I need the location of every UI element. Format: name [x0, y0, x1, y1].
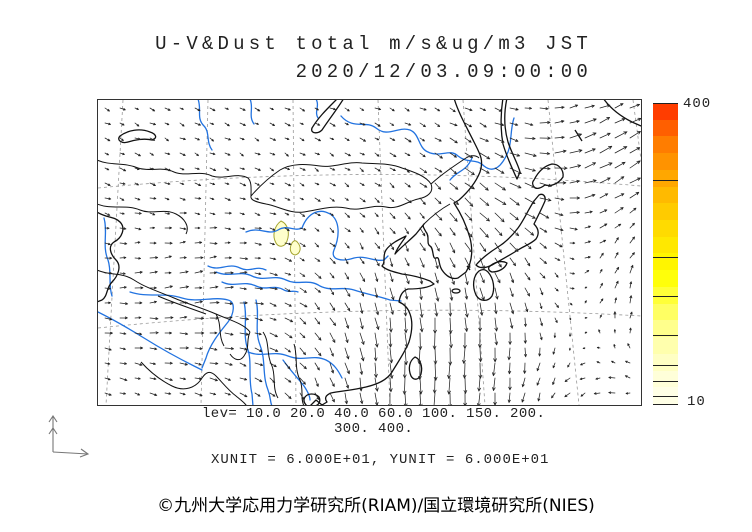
colorbar-band: [653, 169, 678, 187]
colorbar-tick: [653, 180, 678, 182]
colorbar-tick: [653, 257, 678, 259]
colorbar-tick: [653, 380, 678, 382]
colorbar-band: [653, 303, 678, 321]
colorbar-tick: [653, 365, 678, 367]
title-timestamp-line: 2020/12/03.09:00:00: [295, 61, 592, 83]
contour-levels-label-line2: 300. 400.: [334, 421, 414, 437]
colorbar-tick: [653, 396, 678, 398]
colorbar-band: [653, 353, 678, 371]
contour-levels-label-line1: lev= 10.0 20.0 40.0 60.0 100. 150. 200.: [202, 406, 546, 422]
axis-orientation-indicator: [48, 415, 90, 458]
colorbar-band: [653, 203, 678, 221]
coastlines-layer: [98, 100, 641, 405]
colorbar: [653, 103, 678, 405]
colorbar-tick: [653, 103, 678, 104]
map-svg: [98, 100, 641, 405]
colorbar-band: [653, 387, 678, 404]
wind-vector-layer: [104, 103, 641, 405]
colorbar-band: [653, 286, 678, 304]
colorbar-band: [653, 370, 678, 388]
colorbar-band: [653, 320, 678, 338]
colorbar-band: [653, 136, 678, 154]
copyright-notice: ©九州大学応用力学研究所(RIAM)/国立環境研究所(NIES): [157, 496, 595, 516]
map-plot-area: [97, 99, 642, 406]
dust-contour-layer: [273, 220, 301, 256]
rivers-layer: [98, 100, 515, 405]
title-variable-line: U-V&Dust total m/s&ug/m3 JST: [155, 33, 592, 55]
colorbar-tick: [653, 295, 678, 297]
x-axis-arrow: [52, 451, 89, 455]
colorbar-band: [653, 186, 678, 204]
colorbar-band: [653, 236, 678, 254]
colorbar-max-label: 400: [683, 96, 712, 112]
colorbar-min-label: 10: [687, 394, 706, 410]
figure-title: U-V&Dust total m/s&ug/m3 JST 2020/12/03.…: [155, 30, 592, 86]
borders-layer: [98, 155, 480, 405]
colorbar-band: [653, 337, 678, 354]
colorbar-band: [653, 270, 678, 287]
colorbar-band: [653, 103, 678, 120]
colorbar-band: [653, 253, 678, 271]
colorbar-tick: [653, 334, 678, 336]
graticule-layer: [98, 100, 641, 405]
colorbar-band: [653, 119, 678, 137]
colorbar-band: [653, 220, 678, 237]
colorbar-tick: [653, 404, 678, 405]
vector-unit-label: XUNIT = 6.000E+01, YUNIT = 6.000E+01: [211, 452, 550, 468]
colorbar-band: [653, 153, 678, 170]
